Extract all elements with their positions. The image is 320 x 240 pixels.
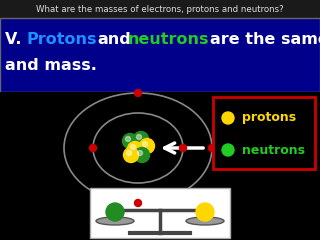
Circle shape [222,144,234,156]
Text: V.: V. [5,32,27,48]
Circle shape [126,150,132,156]
Text: protons: protons [242,112,296,125]
Text: What are the masses of electrons, protons and neutrons?: What are the masses of electrons, proton… [36,5,284,13]
FancyBboxPatch shape [213,97,315,169]
Circle shape [127,142,142,156]
Text: neutrons: neutrons [128,32,210,48]
Ellipse shape [96,217,134,225]
Bar [90,188,230,238]
Bar [0,18,320,92]
Bar [0,92,320,240]
Ellipse shape [186,217,224,225]
Circle shape [142,142,148,146]
Text: and mass.: and mass. [5,59,97,73]
Text: are the same size: are the same size [210,32,320,48]
Circle shape [209,144,215,151]
Text: and: and [97,32,131,48]
Bar [0,0,320,18]
Circle shape [124,148,139,162]
Circle shape [140,138,155,154]
Text: Protons: Protons [27,32,98,48]
Circle shape [222,112,234,124]
Circle shape [134,199,141,206]
Circle shape [180,144,187,151]
Circle shape [125,137,131,142]
Circle shape [138,150,142,156]
Circle shape [196,203,214,221]
Circle shape [134,148,149,162]
Circle shape [131,144,135,150]
Circle shape [134,90,141,96]
Circle shape [106,203,124,221]
Circle shape [133,132,148,146]
Circle shape [90,144,97,151]
Circle shape [123,133,138,149]
Circle shape [137,134,141,139]
Text: neutrons: neutrons [242,144,305,156]
